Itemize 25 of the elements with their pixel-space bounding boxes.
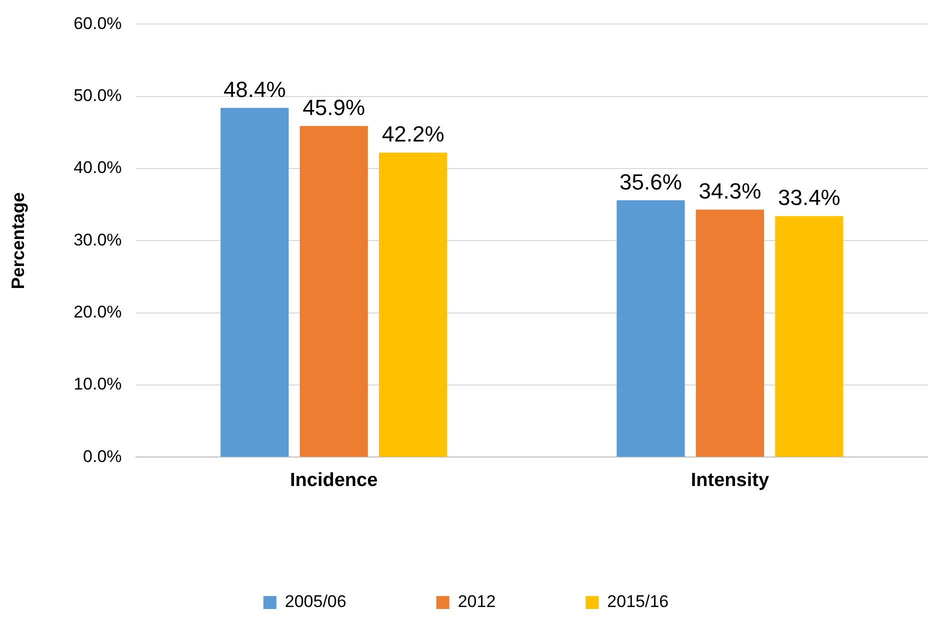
bar — [379, 152, 448, 457]
data-label: 48.4% — [223, 76, 286, 102]
bar — [616, 200, 685, 457]
y-tick-label: 0.0% — [83, 446, 122, 466]
legend-label: 2012 — [458, 592, 496, 612]
y-tick-label: 50.0% — [74, 86, 122, 106]
data-label: 35.6% — [620, 169, 682, 194]
bar — [220, 108, 289, 457]
data-label: 42.2% — [382, 122, 444, 147]
bar — [696, 210, 764, 457]
x-tick-label: Incidence — [290, 470, 378, 491]
y-tick-label: 30.0% — [74, 230, 122, 250]
bar — [300, 126, 368, 457]
bar — [775, 216, 844, 457]
y-tick-label: 40.0% — [74, 158, 122, 178]
y-tick-label: 60.0% — [74, 14, 122, 33]
legend-label: 2005/06 — [284, 592, 346, 612]
x-tick-label: Intensity — [690, 470, 770, 491]
y-tick-label: 20.0% — [74, 302, 122, 322]
y-axis-title: Percentage — [8, 192, 28, 290]
data-label: 45.9% — [302, 95, 366, 120]
data-label: 34.3% — [698, 178, 762, 204]
legend-label: 2015/16 — [607, 592, 669, 612]
data-label: 33.4% — [778, 185, 840, 210]
y-tick-label: 10.0% — [74, 374, 122, 394]
